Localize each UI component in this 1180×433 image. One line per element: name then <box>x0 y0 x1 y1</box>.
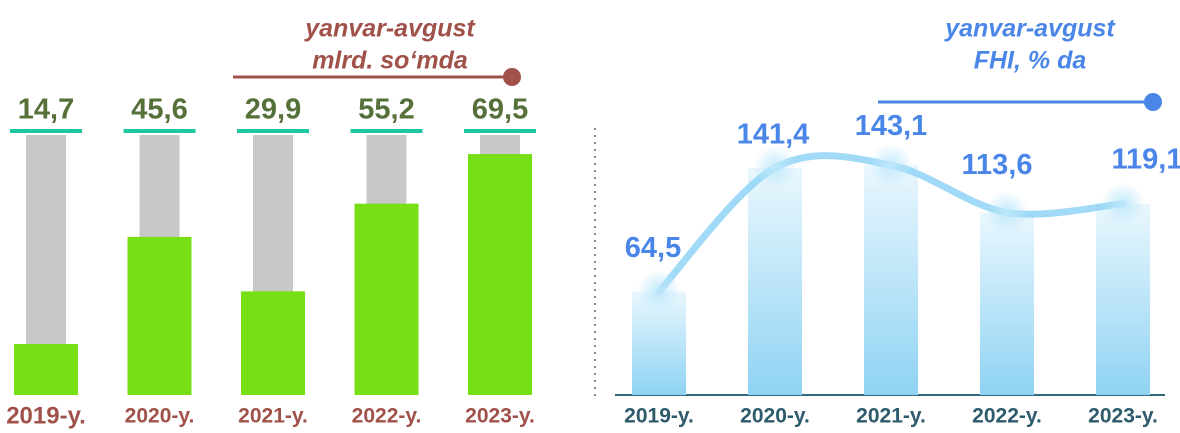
x-tick-label: 2021-y. <box>856 405 926 428</box>
subtitle: yanvar-avgust <box>303 15 476 43</box>
x-tick-label: 2020-y. <box>740 405 810 428</box>
decor-dot <box>503 68 521 86</box>
bar <box>980 212 1034 395</box>
bar <box>241 291 305 395</box>
decor-dot <box>1144 93 1162 111</box>
value-label: 119,1 <box>1112 143 1180 175</box>
bar <box>354 203 419 395</box>
value-label: 29,9 <box>245 94 301 126</box>
bar <box>468 154 532 395</box>
value-label: 69,5 <box>472 94 528 126</box>
value-label: 55,2 <box>358 94 414 126</box>
x-tick-label: 2019-y. <box>6 402 86 429</box>
value-label: 113,6 <box>962 149 1033 181</box>
subtitle: mlrd. so‘mda <box>312 47 468 75</box>
subtitle: FHI, % da <box>974 47 1087 75</box>
x-tick-label: 2022-y. <box>972 405 1042 428</box>
x-tick-label: 2020-y. <box>125 405 195 428</box>
x-tick-label: 2023-y. <box>1088 405 1158 428</box>
value-label: 64,5 <box>625 232 681 264</box>
value-label: 143,1 <box>855 110 928 142</box>
bar <box>748 167 802 395</box>
value-label: 141,4 <box>737 119 810 151</box>
bar <box>14 344 78 395</box>
x-tick-label: 2022-y. <box>352 405 422 428</box>
x-tick-label: 2023-y. <box>465 405 535 428</box>
point-glow <box>869 143 913 188</box>
value-label: 14,7 <box>18 94 74 126</box>
bar <box>864 165 918 395</box>
value-label: 45,6 <box>131 94 187 126</box>
x-tick-label: 2021-y. <box>238 405 308 428</box>
point-glow <box>985 190 1029 235</box>
subtitle: yanvar-avgust <box>943 15 1116 43</box>
bar <box>1096 203 1150 395</box>
bar <box>127 236 192 395</box>
point-glow <box>1101 181 1145 226</box>
point-glow <box>637 269 681 314</box>
point-glow <box>753 145 797 190</box>
x-tick-label: 2019-y. <box>624 405 694 428</box>
